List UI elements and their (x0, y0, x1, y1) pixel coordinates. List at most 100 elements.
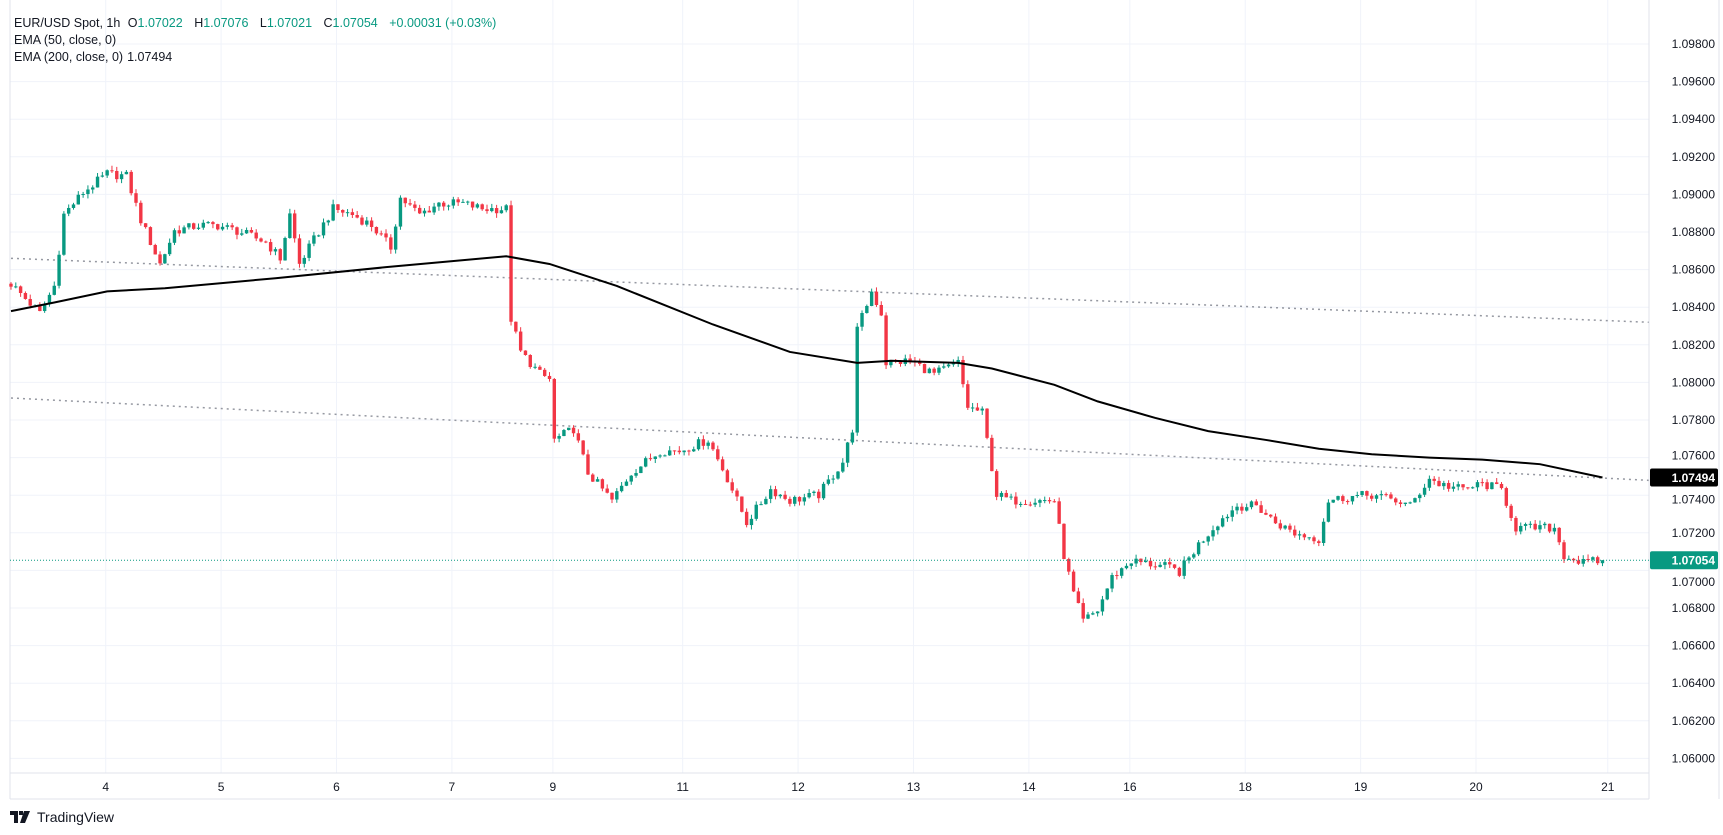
candle (1273, 513, 1278, 525)
candle (956, 356, 960, 367)
candle-body (1307, 537, 1311, 539)
x-tick-label: 18 (1239, 780, 1253, 794)
candle-body (773, 489, 778, 497)
candle (1086, 611, 1090, 620)
candle (307, 240, 311, 262)
candle (1365, 490, 1369, 500)
candle (634, 469, 638, 478)
candle-body (1495, 482, 1499, 484)
candle-body (802, 497, 807, 502)
candle (422, 208, 427, 217)
ema50-legend[interactable]: EMA (50, close, 0) (14, 32, 500, 49)
candle-body (985, 408, 989, 438)
candle-body (658, 455, 662, 457)
candle (259, 237, 263, 243)
candle (1485, 479, 1489, 492)
candle-body (1312, 537, 1316, 542)
candle-body (52, 285, 56, 295)
candle (730, 478, 734, 494)
candle-body (461, 201, 465, 203)
candle (610, 492, 614, 504)
candle (1033, 498, 1037, 508)
candle (1456, 481, 1460, 491)
candle-body (47, 294, 52, 305)
plot-area (10, 0, 1649, 773)
candle-body (302, 257, 306, 264)
candle-body (1326, 502, 1331, 522)
candle (1427, 475, 1432, 491)
candle-body (1355, 495, 1359, 497)
candle (643, 456, 648, 468)
candle-body (1201, 541, 1206, 543)
candle-body (466, 201, 470, 203)
candle (143, 223, 148, 229)
candle (879, 301, 883, 317)
candle (1446, 480, 1451, 492)
candle-body (716, 449, 720, 460)
candle-body (1235, 506, 1239, 511)
candle-body (417, 207, 422, 214)
candle (1071, 569, 1076, 593)
candle-body (1240, 506, 1244, 511)
symbol-ohlc-row[interactable]: EUR/USD Spot, 1h O1.07022 H1.07076 L1.07… (14, 15, 500, 32)
candle-body (624, 481, 629, 486)
candle (821, 481, 826, 500)
candle (485, 204, 489, 214)
candle-body (158, 254, 162, 264)
tradingview-logo[interactable]: TradingView (10, 809, 114, 825)
candle (668, 446, 672, 456)
candle (831, 474, 835, 484)
candle-body (1052, 501, 1057, 503)
candle (355, 211, 359, 219)
candle-body (1182, 560, 1186, 576)
y-tick-label: 1.08800 (1672, 225, 1716, 239)
candle (66, 204, 71, 217)
candle (1240, 503, 1244, 514)
candle (759, 501, 763, 506)
candle (1514, 516, 1518, 536)
candle-body (831, 478, 835, 480)
candle-body (1158, 564, 1162, 567)
candle (658, 454, 662, 459)
candle-body (9, 283, 13, 287)
change-value: +0.00031 (+0.03%) (389, 16, 497, 30)
candle-body (1105, 588, 1109, 600)
candle (619, 482, 624, 493)
candle-body (1519, 525, 1523, 532)
candle (1581, 555, 1585, 567)
candle-body (619, 485, 624, 492)
candle-body (1543, 523, 1547, 526)
candle-body (860, 312, 864, 327)
candle-body (1100, 599, 1105, 612)
candle (1600, 560, 1605, 567)
candle-body (105, 170, 109, 176)
candle (1321, 518, 1326, 546)
candle (379, 230, 383, 236)
candle-body (191, 223, 196, 229)
candle (326, 219, 331, 226)
candle-body (1033, 502, 1037, 505)
candle (523, 350, 528, 356)
candle (470, 201, 475, 211)
candle (1091, 611, 1095, 616)
candle (744, 508, 749, 528)
candle (1331, 499, 1335, 504)
candle (1475, 479, 1480, 492)
candle-body (826, 479, 831, 484)
candle (1389, 492, 1393, 500)
candle-body (980, 408, 984, 411)
ema200-legend[interactable]: EMA (200, close, 0) 1.07494 (14, 49, 500, 66)
candle-body (1442, 482, 1446, 487)
candle (720, 456, 725, 472)
ohlc-high: H1.07076 (194, 16, 252, 30)
candle (778, 494, 782, 499)
candle (466, 200, 470, 206)
candle (1432, 476, 1436, 485)
candle (490, 203, 494, 213)
y-tick-label: 1.06800 (1672, 601, 1716, 615)
candle (461, 198, 465, 203)
candle-body (1557, 527, 1561, 543)
candle (1134, 554, 1138, 567)
candle-body (1062, 523, 1066, 560)
